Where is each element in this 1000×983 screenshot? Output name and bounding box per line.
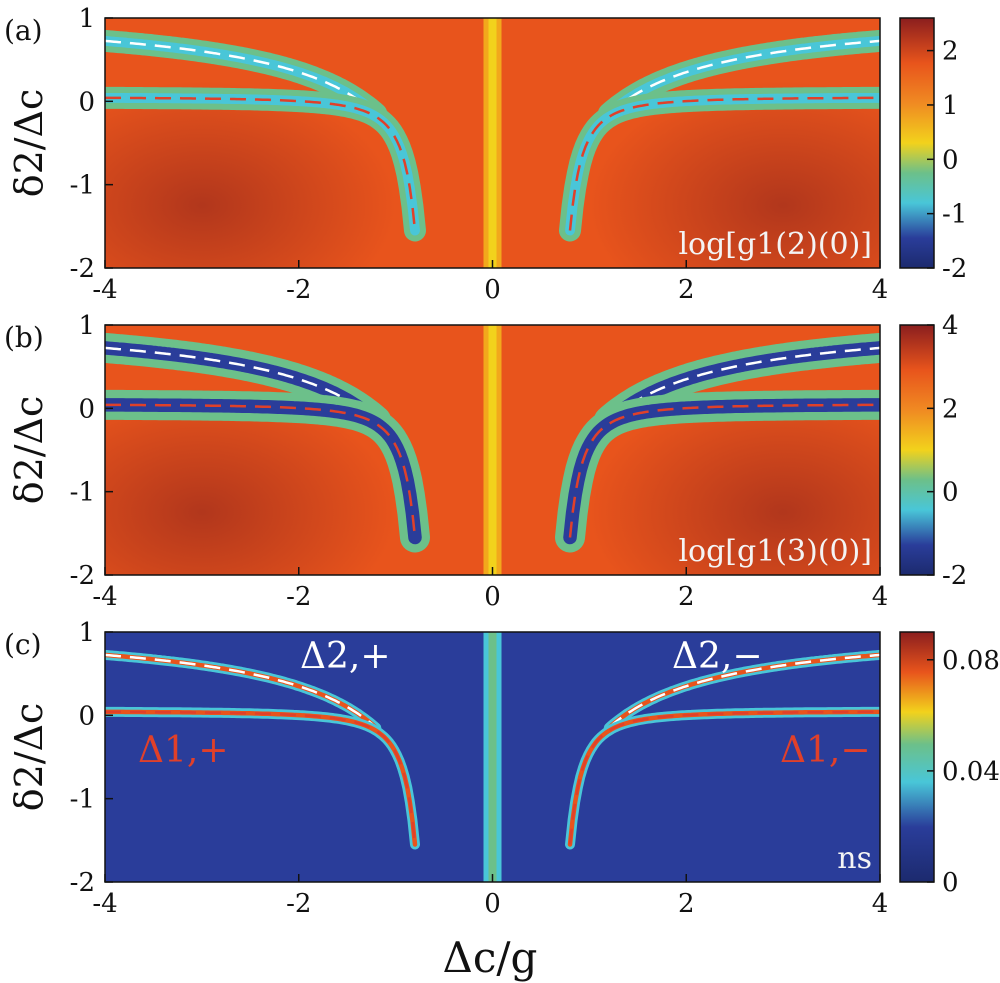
y-tick-label: -2 — [70, 561, 95, 591]
curve-annotation: Δ1,− — [780, 730, 871, 771]
panel-label: (b) — [4, 321, 44, 354]
dashed-upper-right — [607, 346, 880, 422]
heatmap-area — [105, 18, 880, 268]
x-tick-label: -2 — [286, 582, 311, 612]
colorbar — [899, 17, 935, 269]
colorbar — [899, 631, 935, 883]
x-tick-label: -4 — [92, 889, 117, 919]
x-tick-label: 4 — [872, 889, 889, 919]
y-tick-label: -2 — [70, 254, 95, 284]
center-band-core — [488, 18, 497, 268]
x-tick-label: 2 — [678, 275, 695, 305]
colorbar-tick-label: 0.08 — [942, 646, 1000, 676]
y-axis-label: δ2/Δc — [7, 396, 51, 505]
colorbar — [899, 324, 935, 576]
dashed-upper-left — [105, 39, 378, 115]
colorbar-tick-label: 0 — [942, 145, 959, 175]
y-tick-label: 1 — [78, 618, 95, 648]
x-tick-label: 4 — [872, 275, 889, 305]
dashed-lower-right — [568, 710, 880, 845]
colorbar-tick-label: 0 — [942, 868, 959, 898]
dashed-upper-left — [105, 346, 378, 422]
dashed-lower-right — [568, 403, 880, 538]
center-band-core — [488, 632, 497, 882]
panel-label: (c) — [4, 628, 42, 661]
y-tick-label: -1 — [70, 478, 95, 508]
y-tick-label: 1 — [78, 4, 95, 34]
colorbar-tick-label: -1 — [942, 200, 967, 230]
inset-label: log[g1(2)(0)] — [678, 227, 872, 262]
inset-label: ns — [837, 841, 872, 876]
y-tick-label: 0 — [78, 394, 95, 424]
y-tick-label: 0 — [78, 701, 95, 731]
curve-annotation: Δ2,+ — [300, 636, 391, 677]
dashed-lower-left — [105, 403, 417, 538]
y-tick-label: -1 — [70, 171, 95, 201]
curve-annotation: Δ2,− — [672, 636, 763, 677]
y-tick-label: -1 — [70, 785, 95, 815]
x-axis-label: Δc/g — [443, 933, 538, 982]
dashed-upper-left — [105, 653, 378, 729]
x-tick-label: 2 — [678, 582, 695, 612]
colorbar-tick-label: 2 — [942, 394, 959, 424]
y-tick-label: 1 — [78, 311, 95, 341]
dashed-lower-left — [105, 710, 417, 845]
panel-1: -4 -2 0 2 410-1-2δ2/Δc(a)log[g1(2)(0)]210-1-… — [4, 4, 967, 305]
colorbar-tick-label: 2 — [942, 37, 959, 67]
center-band-core — [488, 325, 497, 575]
x-tick-label: -4 — [92, 275, 117, 305]
panel-2: -4 -2 0 2 410-1-2δ2/Δc(b)log[g1(3)(0)]420-2 — [4, 311, 967, 612]
colorbar-tick-label: 0.04 — [942, 757, 1000, 787]
y-tick-label: 0 — [78, 87, 95, 117]
x-tick-label: -4 — [92, 582, 117, 612]
dashed-upper-right — [607, 653, 880, 729]
heatmap-area — [105, 632, 880, 882]
colorbar-tick-label: -2 — [942, 561, 967, 591]
panel-label: (a) — [4, 14, 43, 47]
colorbar-tick-label: -2 — [942, 254, 967, 284]
x-tick-label: -2 — [286, 275, 311, 305]
y-axis-label: δ2/Δc — [7, 89, 51, 198]
x-tick-label: 0 — [484, 275, 501, 305]
shade-left — [105, 18, 493, 268]
heatmap-area — [105, 325, 880, 575]
y-tick-label: -2 — [70, 868, 95, 898]
inset-label: log[g1(3)(0)] — [678, 534, 872, 569]
x-tick-label: 4 — [872, 582, 889, 612]
dashed-upper-right — [607, 39, 880, 115]
colorbar-tick-label: 0 — [942, 478, 959, 508]
x-tick-label: 2 — [678, 889, 695, 919]
colorbar-tick-label: 1 — [942, 91, 959, 121]
x-tick-label: -2 — [286, 889, 311, 919]
x-tick-label: 0 — [484, 582, 501, 612]
dashed-lower-left — [105, 96, 417, 231]
curve-annotation: Δ1,+ — [138, 730, 229, 771]
y-axis-label: δ2/Δc — [7, 703, 51, 812]
dashed-lower-right — [568, 96, 880, 231]
x-tick-label: 0 — [484, 889, 501, 919]
shade-right — [492, 18, 880, 268]
colorbar-tick-label: 4 — [942, 311, 959, 341]
